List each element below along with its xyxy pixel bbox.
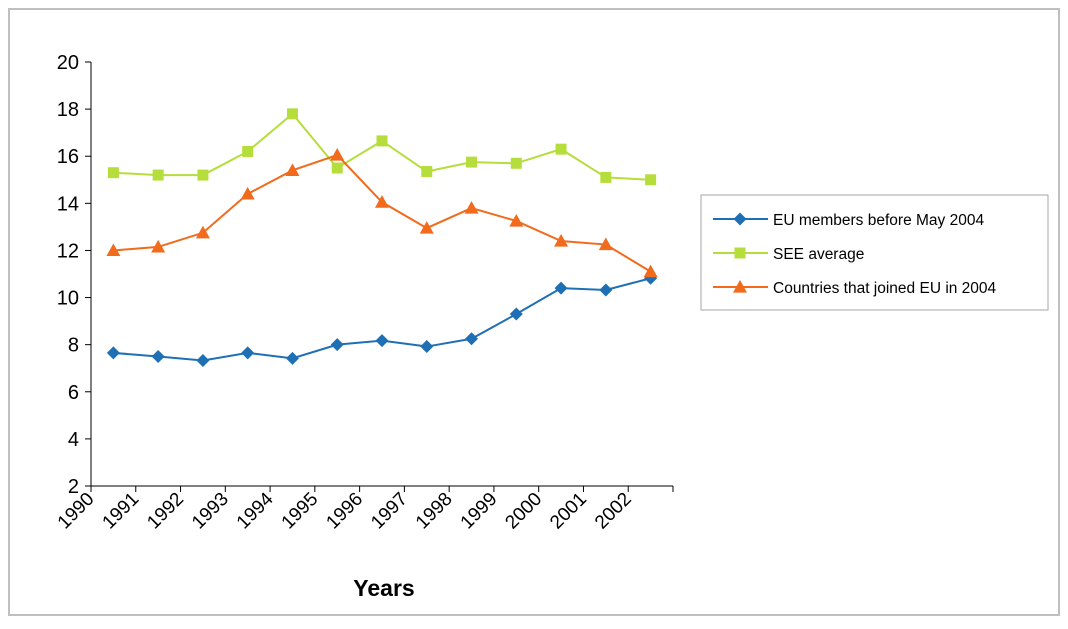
- legend-label: EU members before May 2004: [773, 212, 984, 229]
- x-axis-label: Years: [353, 575, 414, 601]
- series-2: [107, 108, 657, 186]
- series-3: [106, 148, 658, 278]
- legend-marker: [734, 247, 746, 259]
- data-point: [151, 349, 165, 363]
- data-point: [107, 167, 119, 179]
- data-point: [509, 214, 524, 227]
- data-point: [106, 243, 121, 257]
- data-point: [555, 143, 567, 155]
- y-tick-label: 10: [57, 288, 79, 310]
- data-point: [242, 146, 254, 158]
- y-tick-label: 8: [68, 335, 79, 357]
- series-1: [106, 271, 658, 367]
- data-point: [420, 340, 434, 354]
- legend-label: SEE average: [773, 246, 864, 263]
- data-point: [554, 234, 569, 247]
- data-point: [375, 195, 389, 208]
- data-point: [643, 264, 658, 278]
- data-point: [330, 338, 344, 352]
- chart-border: [8, 8, 1060, 616]
- data-point: [286, 108, 298, 120]
- data-point: [598, 237, 613, 251]
- y-tick-label: 4: [68, 429, 79, 451]
- data-point: [419, 221, 434, 234]
- data-point: [465, 332, 479, 346]
- data-point: [331, 162, 343, 174]
- legend-marker: [733, 212, 747, 226]
- legend-marker: [733, 280, 747, 293]
- data-point: [375, 334, 389, 348]
- data-point: [285, 351, 299, 365]
- legend-label: Countries that joined EU in 2004: [773, 280, 997, 297]
- data-point: [151, 239, 166, 253]
- data-point: [599, 283, 613, 297]
- data-point: [196, 353, 210, 367]
- data-point: [645, 174, 657, 186]
- y-tick-label: 12: [57, 240, 79, 262]
- y-tick-label: 2: [68, 476, 79, 498]
- data-point: [421, 166, 433, 178]
- data-point: [600, 171, 612, 183]
- y-tick-label: 14: [57, 193, 79, 215]
- y-tick-label: 20: [57, 52, 79, 74]
- data-point: [510, 157, 522, 169]
- y-tick-label: 16: [57, 146, 79, 168]
- data-point: [240, 186, 255, 200]
- data-point: [241, 346, 255, 360]
- series-layer: [106, 108, 658, 367]
- data-point: [376, 135, 388, 147]
- data-point: [554, 281, 568, 295]
- data-point: [330, 148, 345, 161]
- data-point: [509, 307, 523, 321]
- data-point: [195, 225, 210, 239]
- data-point: [466, 156, 478, 168]
- data-point: [106, 346, 120, 360]
- y-tick-label: 18: [57, 99, 79, 121]
- legend: EU members before May 2004 SEE average Cou…: [700, 194, 1049, 311]
- data-point: [152, 169, 164, 181]
- data-point: [285, 163, 300, 176]
- y-tick-label: 6: [68, 382, 79, 404]
- data-point: [197, 169, 209, 181]
- data-point: [464, 201, 479, 214]
